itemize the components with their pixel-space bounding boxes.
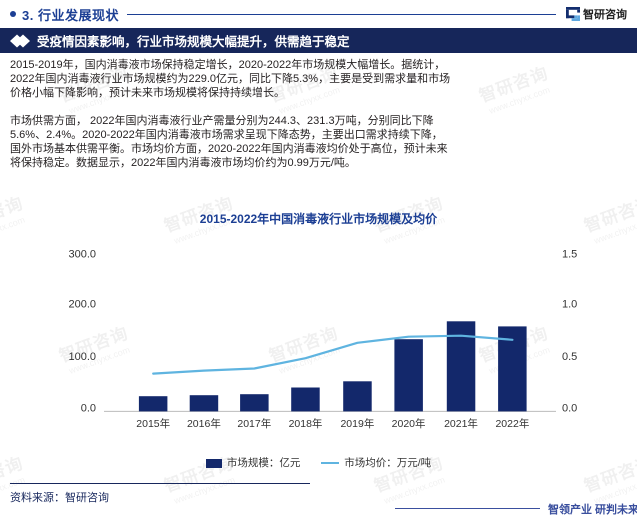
svg-text:300.0: 300.0 xyxy=(68,248,96,260)
svg-text:2020年: 2020年 xyxy=(392,417,426,430)
svg-text:0.5: 0.5 xyxy=(562,351,577,363)
svg-text:200.0: 200.0 xyxy=(68,299,96,311)
svg-text:2022年: 2022年 xyxy=(495,417,529,430)
svg-text:100.0: 100.0 xyxy=(68,351,96,363)
svg-text:2021年: 2021年 xyxy=(444,417,478,430)
svg-text:2019年: 2019年 xyxy=(340,417,374,430)
svg-text:1.5: 1.5 xyxy=(562,248,577,260)
svg-text:0.0: 0.0 xyxy=(562,402,577,414)
svg-text:0.0: 0.0 xyxy=(81,402,96,414)
svg-text:2017年: 2017年 xyxy=(237,417,271,430)
svg-text:2018年: 2018年 xyxy=(289,417,323,430)
svg-text:2015年: 2015年 xyxy=(136,417,170,430)
svg-text:2016年: 2016年 xyxy=(187,417,221,430)
svg-text:1.0: 1.0 xyxy=(562,299,577,311)
